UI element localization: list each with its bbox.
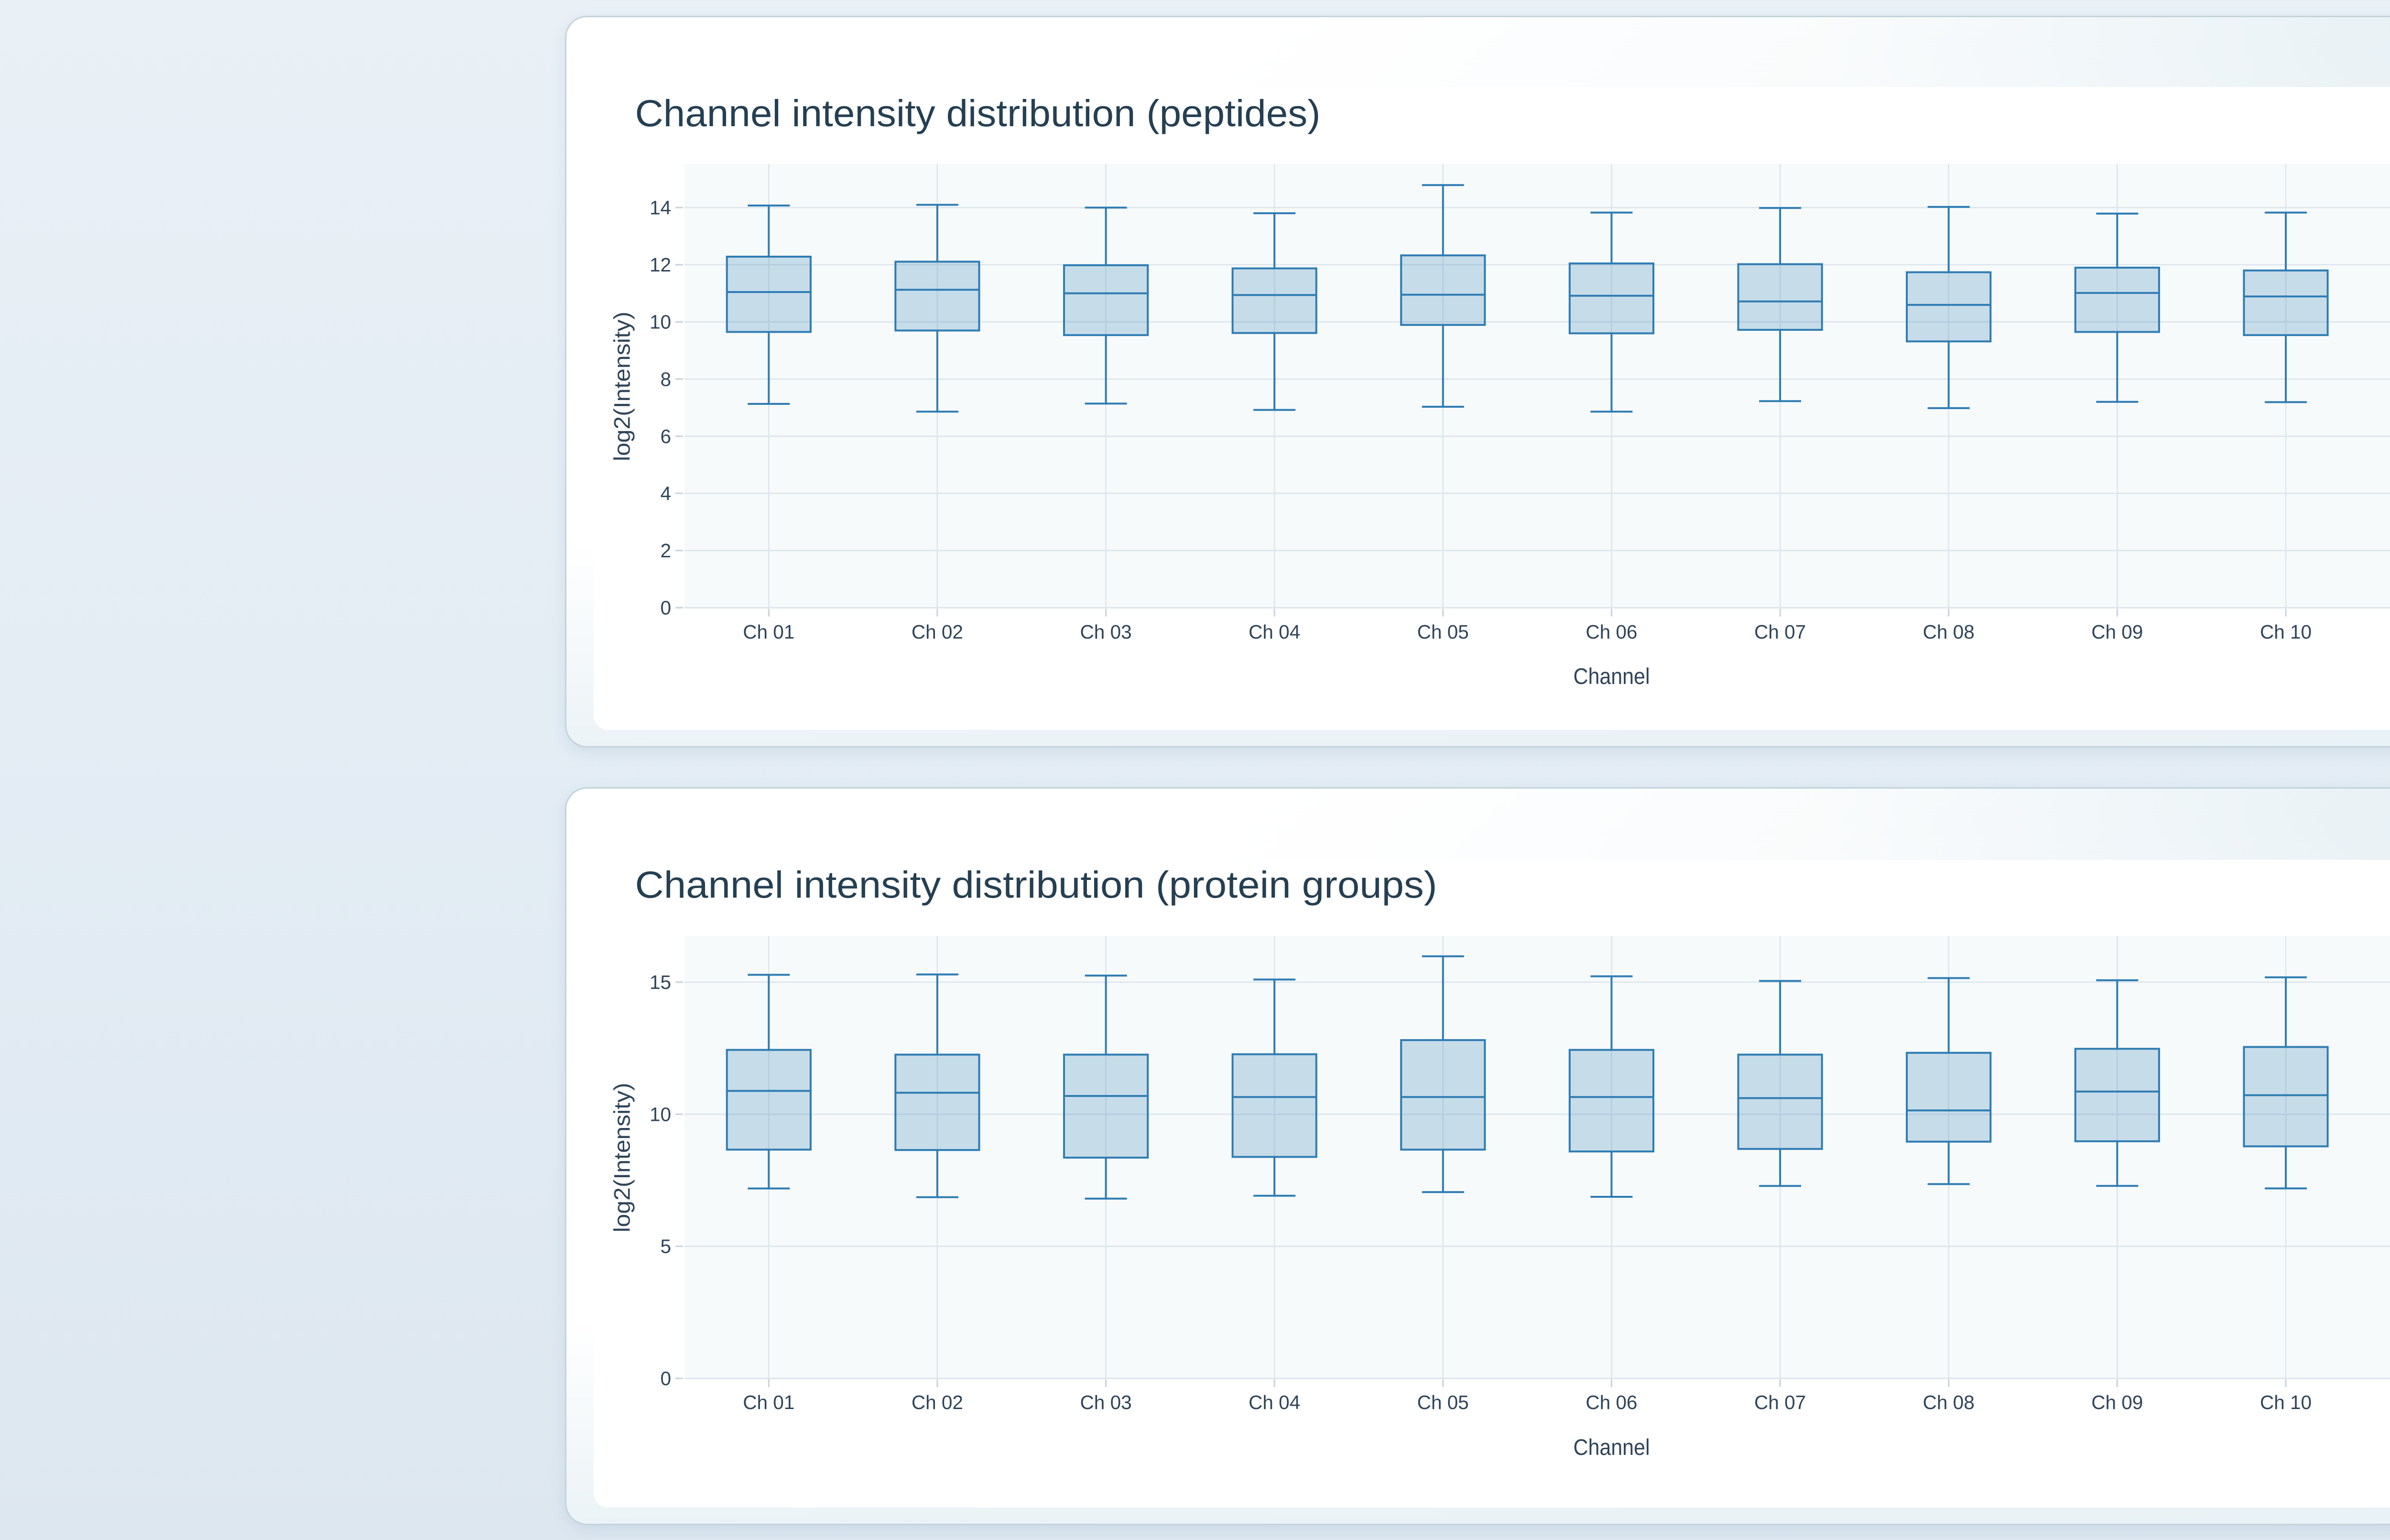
svg-text:Channel: Channel [1574,664,1650,689]
svg-text:0: 0 [660,597,671,619]
svg-text:Ch 01: Ch 01 [743,621,794,643]
svg-text:Ch 09: Ch 09 [2091,621,2143,643]
svg-text:Ch 09: Ch 09 [2091,1391,2143,1413]
svg-text:Ch 05: Ch 05 [1417,1391,1469,1413]
svg-text:Ch 06: Ch 06 [1586,1391,1637,1413]
svg-text:15: 15 [650,971,671,993]
svg-text:10: 10 [650,1103,671,1125]
svg-text:12: 12 [650,254,671,276]
svg-text:2: 2 [660,540,671,562]
svg-text:Ch 03: Ch 03 [1080,621,1132,643]
svg-text:Ch 08: Ch 08 [1923,1391,1975,1413]
svg-text:Ch 07: Ch 07 [1754,621,1806,643]
svg-text:10: 10 [650,311,671,333]
svg-text:Channel intensity distribution: Channel intensity distribution (peptides… [635,92,1321,134]
svg-text:0: 0 [660,1367,671,1389]
svg-text:log2(Intensity): log2(Intensity) [610,312,635,461]
svg-text:Ch 01: Ch 01 [743,1391,794,1413]
svg-text:Ch 03: Ch 03 [1080,1391,1132,1413]
svg-text:Ch 07: Ch 07 [1754,1391,1806,1413]
svg-text:Ch 04: Ch 04 [1249,1391,1300,1413]
svg-text:5: 5 [660,1236,671,1258]
svg-text:8: 8 [660,368,671,390]
svg-text:Channel: Channel [1574,1435,1650,1460]
svg-text:14: 14 [650,197,671,219]
svg-text:4: 4 [660,482,671,504]
svg-text:log2(Intensity): log2(Intensity) [610,1083,635,1232]
svg-text:Ch 02: Ch 02 [912,1391,963,1413]
svg-text:6: 6 [660,425,671,447]
svg-text:Ch 08: Ch 08 [1923,621,1975,643]
svg-text:Channel intensity distribution: Channel intensity distribution (protein … [635,863,1437,906]
svg-text:Ch 10: Ch 10 [2260,621,2312,643]
svg-text:Ch 02: Ch 02 [912,621,963,643]
svg-text:Ch 04: Ch 04 [1249,621,1300,643]
svg-text:Ch 06: Ch 06 [1586,621,1637,643]
svg-text:Ch 10: Ch 10 [2260,1391,2312,1413]
svg-text:Ch 05: Ch 05 [1417,621,1469,643]
